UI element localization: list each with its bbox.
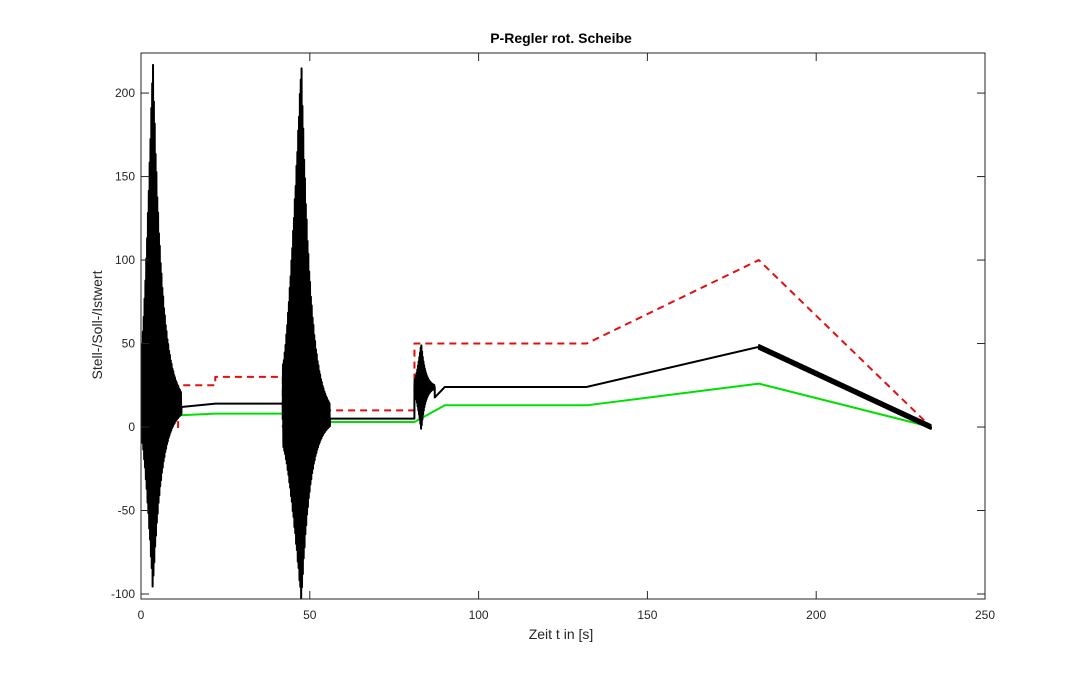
y-tick-label: 150 — [115, 170, 135, 184]
y-tick-label: 200 — [115, 86, 135, 100]
y-tick-label: 100 — [115, 253, 135, 267]
y-tick-label: 0 — [128, 420, 135, 434]
series-line-setpoint — [141, 259, 932, 429]
y-tick-label: -50 — [118, 504, 136, 518]
y-axis-label: Stell-/Soll-/Istwert — [89, 270, 105, 379]
x-tick-label: 150 — [637, 608, 657, 622]
x-tick-label: 200 — [806, 608, 826, 622]
plot-area — [141, 63, 932, 599]
x-tick-label: 100 — [469, 608, 489, 622]
chart-title: P-Regler rot. Scheibe — [490, 30, 632, 46]
x-tick-label: 50 — [303, 608, 317, 622]
series-line-control — [141, 63, 932, 599]
x-tick-label: 250 — [975, 608, 995, 622]
series-line-output — [141, 382, 932, 428]
axes-box — [140, 52, 986, 600]
y-tick-label: -100 — [111, 587, 135, 601]
x-axis-label: Zeit t in [s] — [529, 626, 594, 642]
y-tick-label: 50 — [122, 337, 136, 351]
axes: 0 50 100 150 200 250 -100 -50 0 50 100 150 200 — [111, 52, 995, 622]
x-tick-label: 0 — [138, 608, 145, 622]
